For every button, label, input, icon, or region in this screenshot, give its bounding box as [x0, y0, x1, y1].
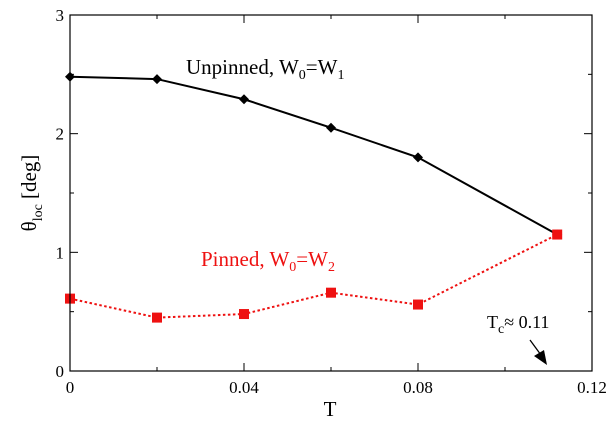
- x-tick-label: 0.08: [403, 378, 433, 397]
- tc-arrow-line: [529, 339, 542, 356]
- plot-frame: [69, 14, 593, 372]
- y-tick-label: 1: [56, 243, 65, 262]
- unpinned-label-main: Unpinned, W: [186, 55, 299, 79]
- pinned-label-mid: =W: [296, 247, 328, 271]
- y-tick-label: 0: [56, 362, 65, 381]
- tc-label: Tc≈ 0.11: [487, 312, 549, 337]
- pinned-label-sub2: 2: [328, 260, 335, 275]
- pinned-point: [413, 299, 423, 310]
- unpinned-point: [152, 74, 162, 85]
- unpinned-point: [239, 94, 249, 105]
- pinned-label-sub1: 0: [289, 260, 296, 275]
- pinned-point: [239, 309, 249, 320]
- pinned-label-main: Pinned, W: [201, 247, 289, 271]
- tc-label-main: T: [487, 312, 498, 332]
- pinned-series-line: [69, 233, 558, 319]
- unpinned-series-line: [69, 75, 558, 236]
- unpinned-label-sub1: 0: [299, 68, 306, 83]
- unpinned-point: [413, 152, 423, 163]
- x-tick-label: 0.04: [229, 378, 259, 397]
- series-layer: [65, 71, 563, 323]
- tc-label-rest: ≈ 0.11: [504, 312, 549, 332]
- y-axis-title-sub: loc: [31, 204, 46, 221]
- x-tick-label: 0: [66, 378, 75, 397]
- unpinned-label-sub2: 1: [337, 68, 344, 83]
- pinned-point: [552, 229, 563, 240]
- tc-arrow-head: [534, 350, 547, 365]
- unpinned-point: [326, 122, 336, 133]
- y-axis-title-main: θ: [17, 221, 41, 231]
- y-axis-title: θloc [deg]: [17, 155, 46, 232]
- unpinned-label-mid: =W: [306, 55, 338, 79]
- x-tick-label: 0.12: [577, 378, 607, 397]
- pinned-point: [152, 312, 162, 323]
- ticks-layer: 0 0.04 0.08 0.12 0 1 2 3: [56, 6, 607, 397]
- pinned-label: Pinned, W0=W2: [201, 247, 335, 275]
- y-tick-label: 2: [56, 125, 65, 144]
- unpinned-label: Unpinned, W0=W1: [186, 55, 344, 83]
- tc-label-sub: c: [498, 322, 504, 337]
- y-axis-title-rest: [deg]: [17, 155, 41, 205]
- y-tick-label: 3: [56, 6, 65, 25]
- x-axis-title: T: [324, 397, 337, 421]
- pinned-point: [326, 287, 336, 298]
